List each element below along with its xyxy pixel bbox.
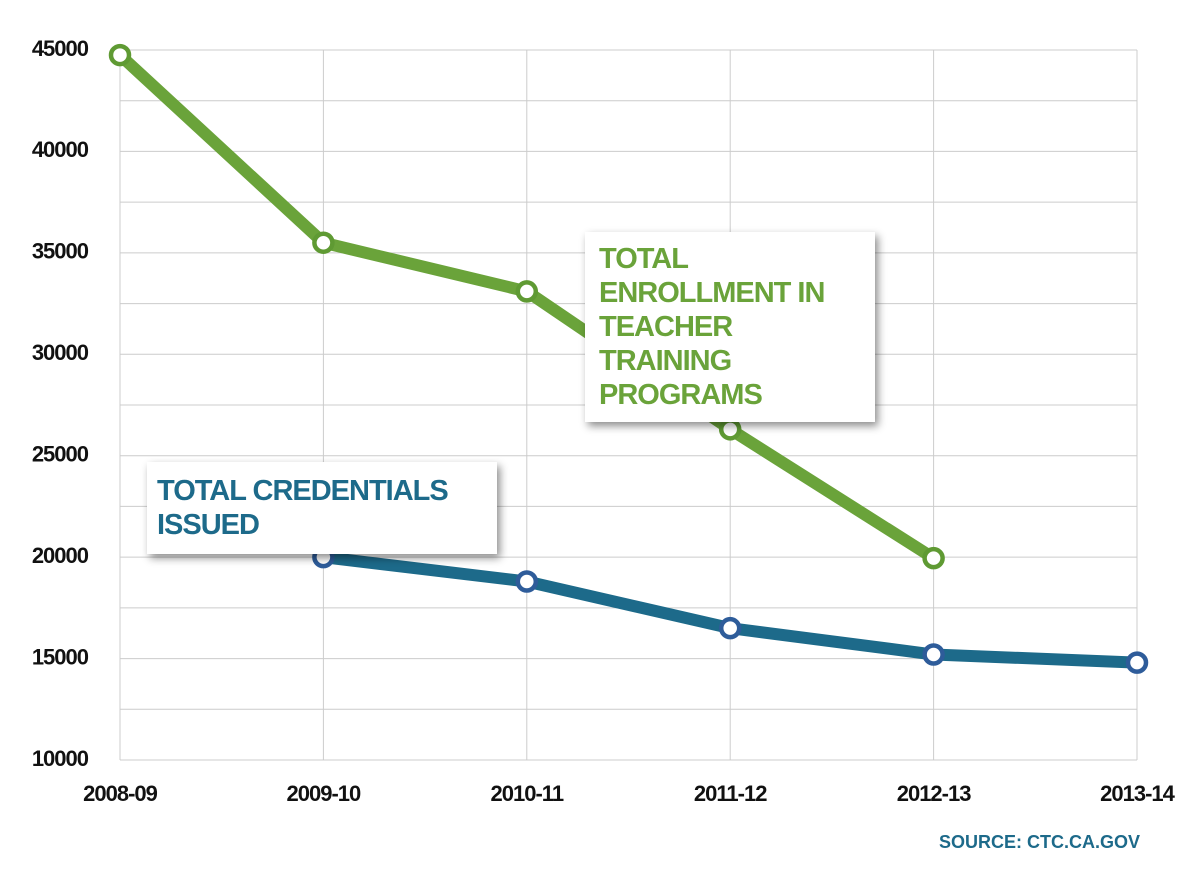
y-tick-label: 25000 [32,442,89,467]
marker [312,231,335,254]
x-tick-label: 2012-13 [897,781,972,806]
marker [922,643,945,666]
series-label: TOTAL CREDENTIALS ISSUED [147,462,497,554]
y-tick-label: 15000 [32,644,89,669]
x-tick-label: 2008-09 [83,781,158,806]
marker [1125,651,1149,674]
marker [718,616,742,640]
source: SOURCE: CTC.CA.GOV [938,832,1140,852]
x-tick-label: 2011-12 [694,781,767,806]
marker [515,280,539,303]
marker [515,570,539,593]
marker [922,546,945,570]
series-label: TOTAL ENROLLMENT IN TEACHER TRAINING PRO… [585,232,875,422]
x-tick-label: 2013-14 [1100,781,1176,806]
y-tick-label: 45000 [32,36,89,61]
x-tick-label: 2009-10 [287,781,362,806]
x-tick-label: 2010-11 [491,781,564,806]
y-tick-label: 20000 [32,543,89,568]
y-tick-label: 35000 [32,239,89,264]
y-tick-label: 30000 [32,340,89,365]
marker [718,418,742,441]
y-tick-label: 10000 [32,746,89,771]
y-tick-label: 40000 [32,137,89,162]
marker [108,43,132,67]
